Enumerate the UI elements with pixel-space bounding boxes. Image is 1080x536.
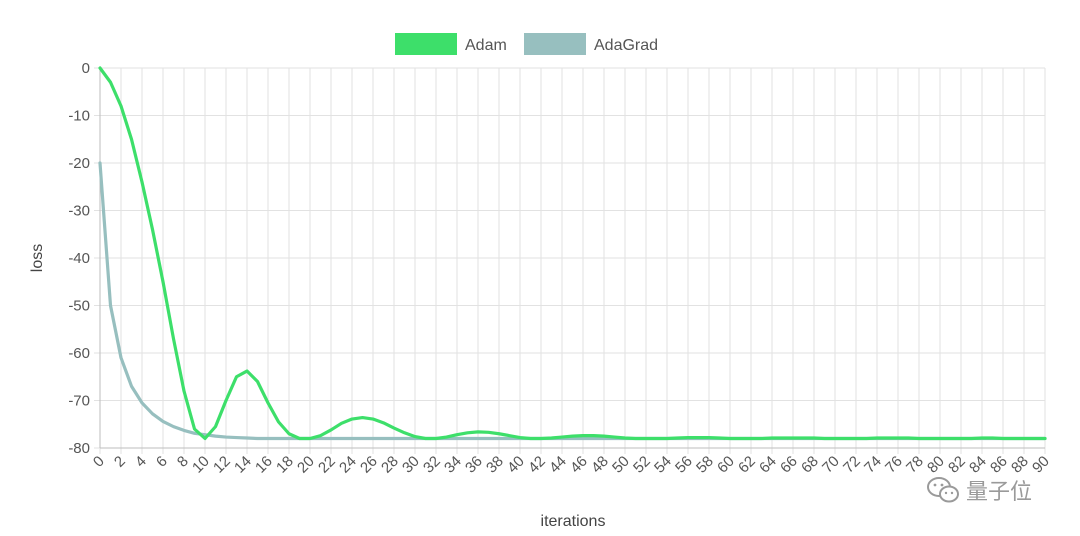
x-tick-label: 0	[90, 453, 108, 471]
x-tick-labels: 0 2 4 6 810121416182022242628303234363840424…	[90, 453, 1053, 477]
x-tick-label: 4	[132, 453, 150, 471]
y-axis-label: loss	[29, 244, 46, 272]
y-tick-label: -60	[68, 345, 90, 362]
series-lines	[98, 66, 1047, 441]
y-tick-label: -10	[68, 108, 90, 125]
series-line-adagrad	[98, 161, 1047, 441]
watermark-text: 量子位	[966, 480, 1033, 505]
legend[interactable]: Adam AdaGrad	[395, 33, 658, 55]
axes	[99, 68, 1045, 449]
watermark: 量子位	[926, 474, 1032, 506]
legend-swatch	[395, 33, 457, 55]
y-tick-labels: 0 -10 -20 -30 -40 -50 -60 -70 -80	[68, 60, 90, 457]
y-tick-label: -20	[68, 155, 90, 172]
legend-item-adagrad[interactable]: AdaGrad	[524, 33, 658, 55]
wechat-icon	[927, 477, 959, 503]
x-tick-label: 6	[153, 453, 171, 471]
x-tick-label: 2	[111, 453, 129, 471]
y-tick-label: -30	[68, 203, 90, 220]
x-tick-label: 8	[174, 453, 192, 471]
y-tick-label: -80	[68, 440, 90, 457]
y-tick-label: -50	[68, 298, 90, 315]
y-tick-label: -70	[68, 393, 90, 410]
legend-swatch	[524, 33, 586, 55]
grid	[94, 67, 1046, 454]
legend-label: AdaGrad	[594, 37, 658, 54]
series-line-adam	[98, 66, 1047, 441]
y-tick-label: 0	[82, 60, 90, 77]
x-tick-label: 90	[1029, 453, 1053, 477]
x-axis-label: iterations	[541, 513, 606, 530]
y-tick-label: -40	[68, 250, 90, 267]
legend-label: Adam	[465, 37, 507, 54]
legend-item-adam[interactable]: Adam	[395, 33, 507, 55]
